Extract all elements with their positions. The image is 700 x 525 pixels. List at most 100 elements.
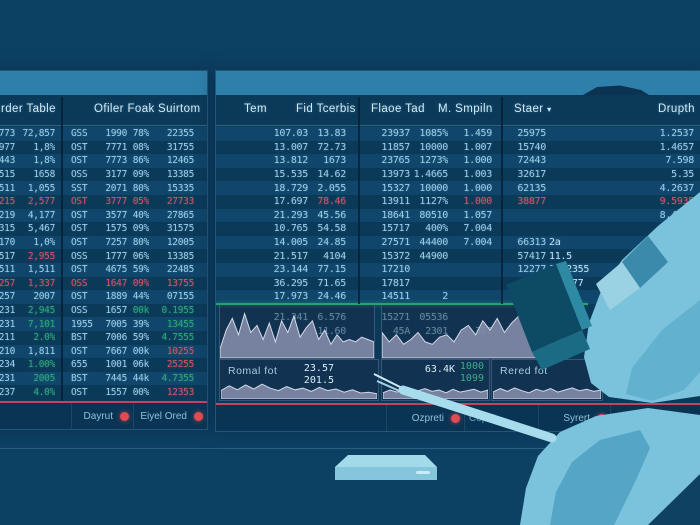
table-cell: OSS (71, 277, 88, 289)
table-cell: 1.057 (463, 209, 492, 221)
table-cell: 5,467 (27, 223, 55, 235)
table-cell: 15271 (381, 312, 410, 324)
table-cell: 1.5277 (549, 277, 584, 289)
table-row[interactable]: -234 1.00% 655 1001 06k 25255 (0, 358, 207, 372)
column-header-staer[interactable]: Staer ▾ (514, 103, 552, 115)
table-row[interactable]: 10.765 54.58 15717 400% 7.004 00 (216, 222, 700, 236)
footer-tab-ozpreti[interactable]: Ozpreti (386, 405, 464, 431)
table-cell: 72,857 (22, 128, 55, 140)
table-row[interactable]: 1257 1,337 OSS 1647 09% 13755 (0, 276, 207, 291)
footer-tab-dayrut[interactable]: Dayrut (71, 403, 133, 429)
table-row[interactable]: -211 2.0% BST 7006 59% 4.7555 (0, 330, 207, 345)
table-row[interactable]: 23.144 77.15 17210 12277 1.02355 (216, 262, 700, 277)
column-header-m-smpiln[interactable]: M. Smpiln (438, 103, 493, 115)
table-cell: OSS (71, 250, 88, 262)
table-cell: 3577 (105, 209, 127, 221)
table-cell: 7.598 (665, 155, 694, 167)
table-cell: 27865 (166, 209, 194, 221)
table-cell: 1673 (323, 155, 346, 167)
table-cell: 23937 (381, 128, 410, 140)
column-header-suirtom[interactable]: Suirtom (158, 103, 201, 115)
table-cell: 1557 (105, 386, 127, 398)
footer-tab-label: Dayrut (83, 410, 113, 422)
table-row[interactable]: 1511 1,511 OST 4675 59% 22485 (0, 262, 207, 277)
table-cell: 71.65 (317, 277, 346, 289)
table-cell: 9215 (0, 196, 15, 208)
table-cell: 00k (132, 305, 149, 317)
table-row[interactable]: 15.535 14.62 13973 1.4665 1.003 32617 5.35 (216, 167, 700, 182)
table-cell: 13.007 (273, 141, 308, 153)
table-cell: BST (71, 332, 88, 344)
footer-tab-syrert[interactable]: Syrert (538, 405, 610, 431)
footer-tab-eiyel-ored[interactable]: Eiyel Ored (133, 403, 207, 429)
table-row[interactable]: 17.973 24.46 14511 2 (216, 290, 700, 304)
table-cell: 2511 (0, 182, 15, 194)
table-cell: 66313 (517, 237, 546, 249)
table-cell: 17210 (381, 264, 410, 276)
table-row[interactable]: 2511 1,055 SST 2071 80% 15335 (0, 181, 207, 195)
table-cell: 13385 (166, 169, 194, 181)
table-cell: 15372 (381, 250, 410, 262)
table-row[interactable]: 1515 1658 OSS 3177 09% 13385 (0, 167, 207, 182)
table-row[interactable]: -237 4.0% OST 1557 00% 12353 (0, 385, 207, 399)
table-cell: 24.85 (317, 237, 346, 249)
table-cell: 2 (442, 291, 448, 303)
table-cell: 23.144 (273, 264, 308, 276)
table-cell: 1777 (105, 250, 127, 262)
table-row[interactable]: 13.812 1673 23765 1273% 1.000 72443 7.598 (216, 154, 700, 168)
table-row[interactable]: 9219 4,177 OST 3577 40% 27865 (0, 208, 207, 223)
column-header-flaoe-tad[interactable]: Flaoe Tad (371, 103, 425, 115)
table-cell: 1.4657 (659, 141, 694, 153)
table-row[interactable]: 1257 2007 OST 1889 44% 07155 (0, 290, 207, 304)
column-header-fid-tcerbis[interactable]: Fid Tcerbis (296, 103, 356, 115)
table-cell: 4.7555 (161, 332, 194, 344)
table-row[interactable]: 36.295 71.65 17817 1.5277 (216, 276, 700, 291)
table-cell: 21.293 (273, 209, 308, 221)
table-row[interactable]: -977 1,8% OST 7771 08% 31755 (0, 140, 207, 155)
table-cell: 25975 (517, 128, 546, 140)
table-row[interactable]: 1443 1,8% OST 7773 86% 12465 (0, 154, 207, 168)
table-cell: OST (71, 386, 88, 398)
table-row[interactable]: 7773 72,857 GSS 1990 78% 22355 (0, 127, 207, 141)
forearm-shadow (550, 430, 650, 525)
table-cell: 7,101 (27, 318, 55, 330)
table-row[interactable]: -231 2005 BST 7445 44k 4.7355 (0, 371, 207, 386)
table-row[interactable]: 9215 2,577 OST 3777 05% 27733 (0, 194, 207, 209)
table-cell: 54.58 (317, 223, 346, 235)
table-row[interactable]: 17.697 78.46 13911 1127% 1.000 38877 9.5935 (216, 194, 700, 209)
table-cell: 09% (132, 277, 149, 289)
table-row[interactable]: 21.517 4104 15372 44900 57417 11.5 (216, 249, 700, 263)
table-row[interactable]: 13.007 72.73 11857 10000 1.007 15740 1.4657 (216, 140, 700, 155)
footer-tab-label: Copat (469, 412, 496, 424)
table-row[interactable]: 21.341 6.576 15271 05536 (216, 311, 700, 325)
table-row[interactable]: -210 1,811 OST 7667 00k 10255 (0, 344, 207, 359)
table-row[interactable]: 1170 1,0% OST 7257 80% 12005 (0, 235, 207, 250)
table-cell: OST (71, 291, 88, 303)
table-row[interactable]: 107.03 13.83 23937 1085% 1.459 25975 1.2537 (216, 127, 700, 141)
table-cell: 44400 (419, 237, 448, 249)
table-row[interactable]: -231 7,101 1955 7005 39% 13455 (0, 317, 207, 331)
center-screen-header-band (216, 71, 700, 95)
column-header-tem[interactable]: Tem (244, 103, 267, 115)
table-cell: 80% (132, 237, 149, 249)
table-cell: 78.46 (317, 196, 346, 208)
table-cell: 1085% (419, 128, 448, 140)
table-cell: 10000 (419, 141, 448, 153)
table-cell: OSS (71, 305, 88, 317)
table-cell: 80% (132, 182, 149, 194)
table-cell: 27733 (166, 196, 194, 208)
column-header-order-table[interactable]: rder Table (1, 103, 56, 115)
center-monitor-screen: Tem Fid Tcerbis Flaoe Tad M. Smpiln Stae… (215, 70, 700, 432)
table-row[interactable]: -231 2,945 OSS 1657 00k 0.1955 (0, 303, 207, 318)
table-row[interactable]: 9315 5,467 OST 1575 09% 31575 (0, 222, 207, 236)
column-header-drupth[interactable]: Drupth (658, 103, 695, 115)
center-table-rows: 107.03 13.83 23937 1085% 1.459 25975 1.2537 13.… (216, 127, 700, 337)
table-row[interactable]: 21.293 45.56 18641 80510 1.057 8.4155 (216, 208, 700, 223)
table-row[interactable]: 14.005 24.85 27571 44400 7.004 66313 2a (216, 235, 700, 250)
footer-tab-copat[interactable]: Copat (464, 405, 538, 431)
table-cell: 1,8% (33, 141, 55, 153)
table-row[interactable]: 18.729 2.055 15327 10000 1.000 62135 4.2637 (216, 181, 700, 195)
column-header-ofiler-foak[interactable]: Ofiler Foak (94, 103, 155, 115)
corner-shadow (648, 474, 700, 525)
